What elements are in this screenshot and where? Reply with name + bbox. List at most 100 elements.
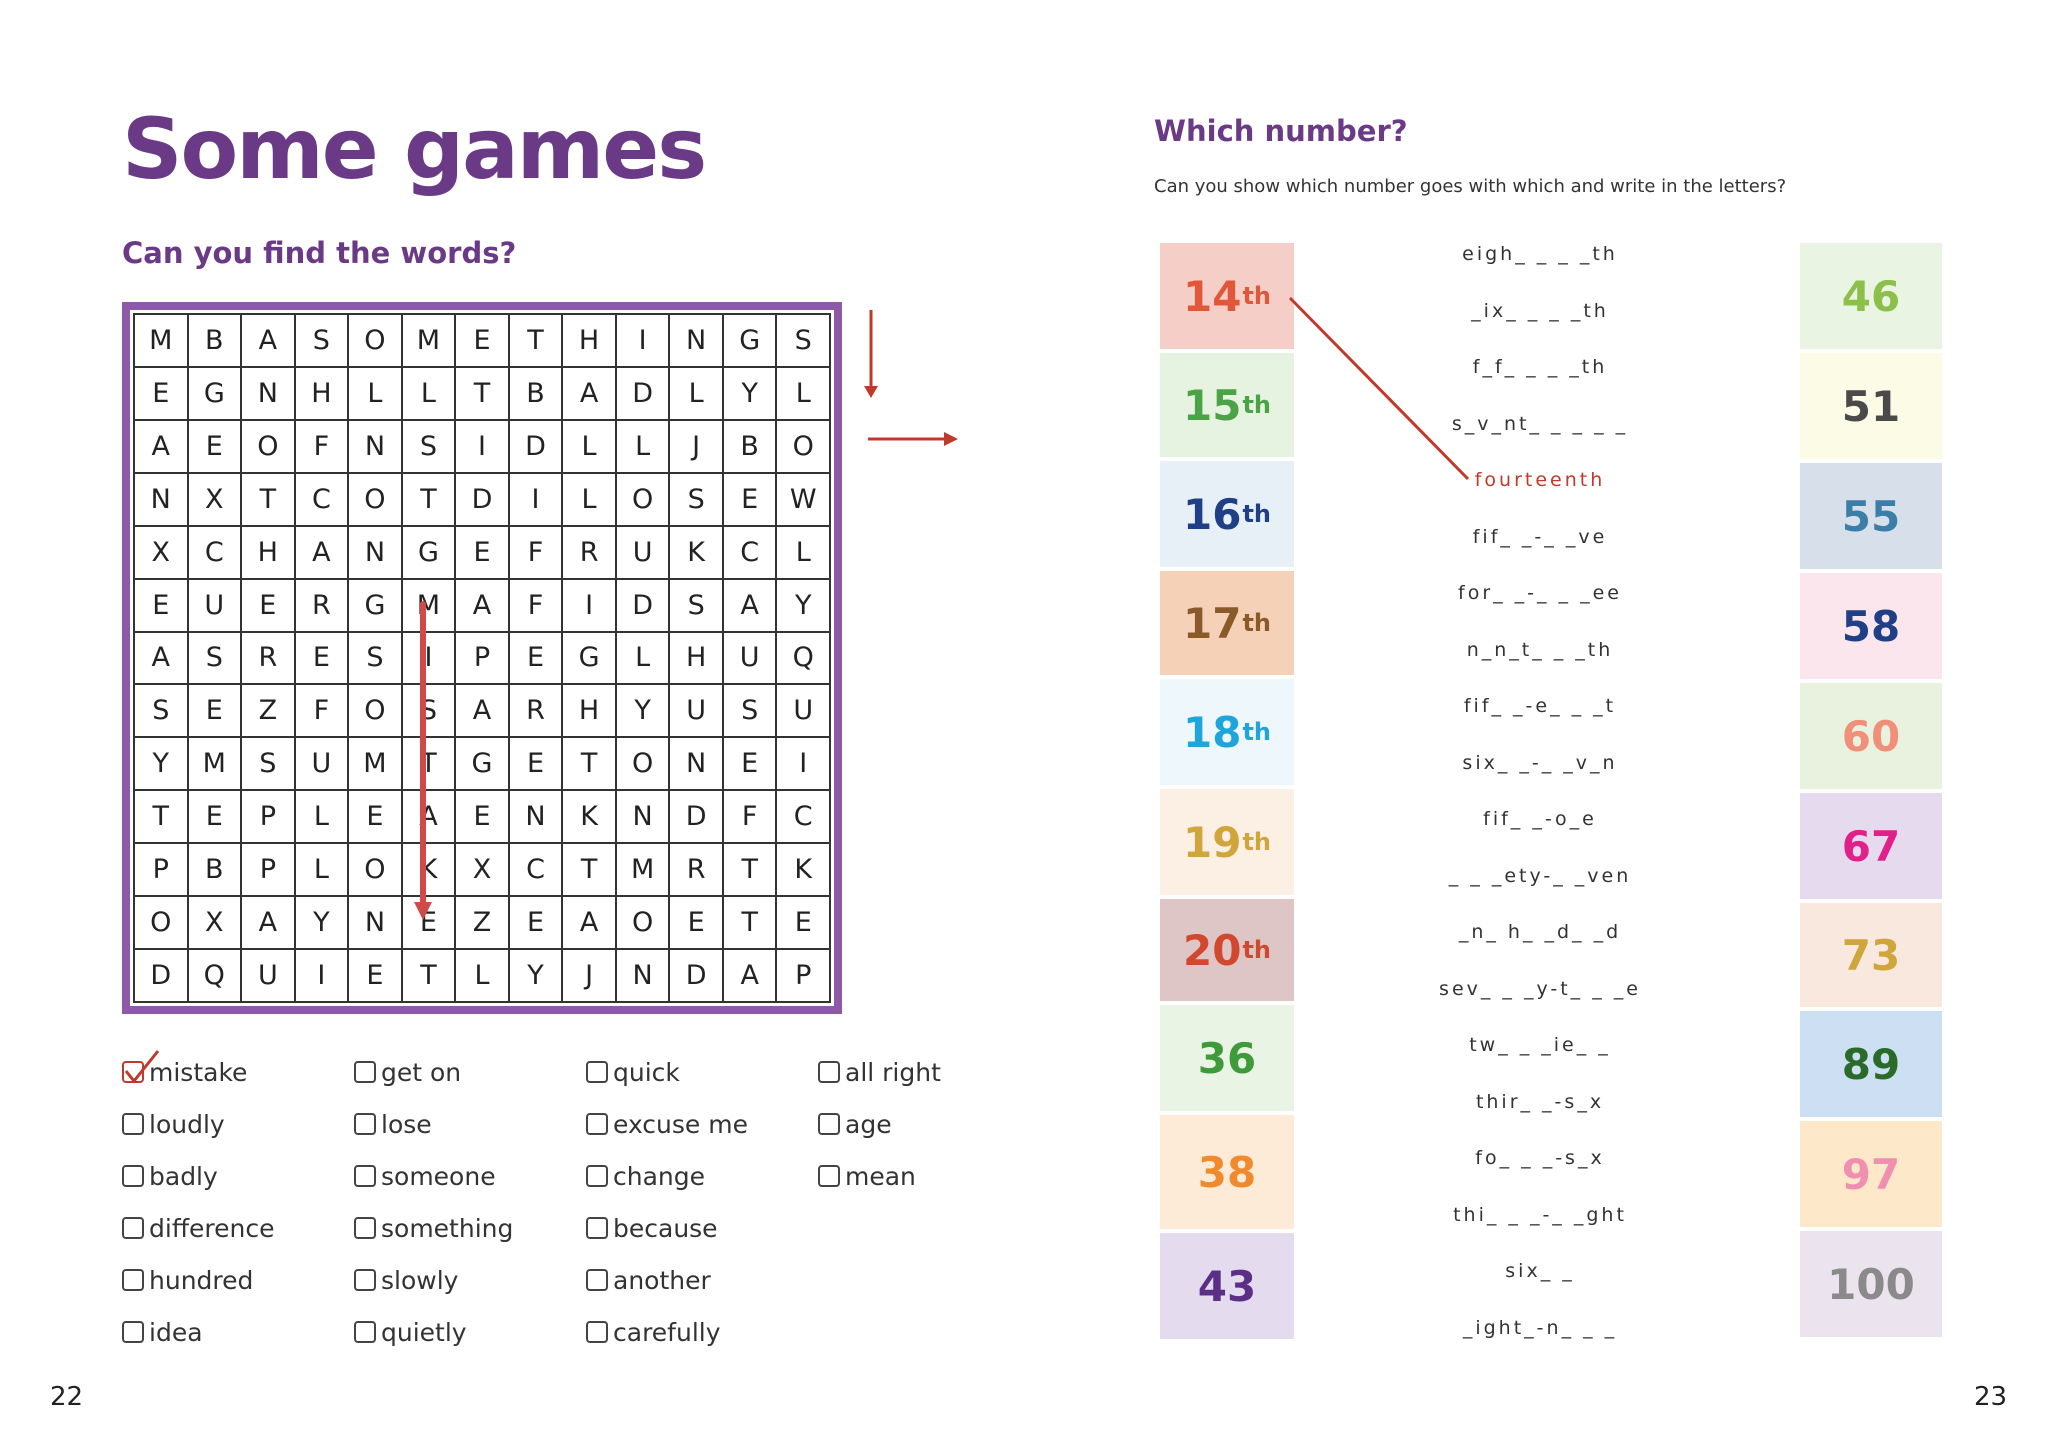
grid-cell[interactable]: N [242,367,296,421]
grid-cell[interactable]: E [723,473,778,527]
grid-cell[interactable]: Q [777,632,831,686]
grid-cell[interactable]: S [295,315,350,368]
word-checkbox[interactable] [122,1269,144,1291]
grid-cell[interactable]: G [723,315,778,368]
grid-cell[interactable]: F [509,579,564,633]
clue-item[interactable]: _n_ h_ _d_ _d [1458,921,1622,944]
grid-cell[interactable]: L [563,420,617,474]
word-checkbox[interactable] [354,1321,376,1343]
grid-cell[interactable]: L [295,791,350,845]
grid-cell[interactable]: T [402,950,457,1003]
word-checkbox[interactable] [354,1269,376,1291]
word-checkbox[interactable] [122,1165,144,1187]
grid-cell[interactable]: E [349,791,403,845]
grid-cell[interactable]: E [670,897,724,951]
grid-cell[interactable]: G [349,579,403,633]
grid-cell[interactable]: B [188,315,243,368]
grid-cell[interactable]: C [295,473,350,527]
grid-cell[interactable]: P [456,632,510,686]
grid-cell[interactable]: S [777,315,831,368]
clue-item[interactable]: fif_ _-o_e [1483,808,1597,831]
grid-cell[interactable]: H [670,632,724,686]
clue-item[interactable]: for_ _-_ _ _ee [1458,582,1622,605]
grid-cell[interactable]: O [242,420,296,474]
grid-cell[interactable]: E [349,950,403,1003]
grid-cell[interactable]: O [349,844,403,898]
grid-cell[interactable]: U [723,632,778,686]
grid-cell[interactable]: D [509,420,564,474]
grid-cell[interactable]: A [456,579,510,633]
grid-cell[interactable]: C [723,526,778,580]
grid-cell[interactable]: G [456,738,510,792]
clue-item[interactable]: n_n_t_ _ _th [1466,638,1614,661]
grid-cell[interactable]: L [670,367,724,421]
grid-cell[interactable]: L [616,420,671,474]
grid-cell[interactable]: J [563,950,617,1003]
grid-cell[interactable]: L [349,367,403,421]
grid-cell[interactable]: H [563,315,617,368]
clue-item[interactable]: six_ _-_ _v_n [1462,751,1618,774]
grid-cell[interactable]: F [295,685,350,739]
grid-cell[interactable]: O [616,473,671,527]
grid-cell[interactable]: R [563,526,617,580]
word-checkbox[interactable] [818,1165,840,1187]
grid-cell[interactable]: X [135,526,189,580]
grid-cell[interactable]: N [349,526,403,580]
grid-cell[interactable]: E [135,579,189,633]
word-checkbox[interactable] [354,1061,376,1083]
grid-cell[interactable]: U [616,526,671,580]
grid-cell[interactable]: N [509,791,564,845]
grid-cell[interactable]: T [135,791,189,845]
grid-cell[interactable]: E [456,315,510,368]
grid-cell[interactable]: U [242,950,296,1003]
word-checkbox[interactable] [122,1321,144,1343]
grid-cell[interactable]: L [777,367,831,421]
grid-cell[interactable]: X [188,897,243,951]
grid-cell[interactable]: A [295,526,350,580]
grid-cell[interactable]: I [295,950,350,1003]
grid-cell[interactable]: X [456,844,510,898]
grid-cell[interactable]: S [670,473,724,527]
grid-cell[interactable]: O [616,738,671,792]
number-box[interactable]: 97 [1800,1121,1942,1227]
number-box[interactable]: 60 [1800,683,1942,789]
grid-cell[interactable]: I [563,579,617,633]
grid-cell[interactable]: S [242,738,296,792]
grid-cell[interactable]: K [402,844,457,898]
grid-cell[interactable]: E [456,526,510,580]
clue-item[interactable]: _ight_-n_ _ _ [1462,1316,1618,1339]
word-checkbox[interactable] [818,1061,840,1083]
number-box[interactable]: 73 [1800,903,1942,1007]
grid-cell[interactable]: O [349,473,403,527]
grid-cell[interactable]: R [295,579,350,633]
grid-cell[interactable]: X [188,473,243,527]
grid-cell[interactable]: Z [456,897,510,951]
grid-cell[interactable]: M [135,315,189,368]
grid-cell[interactable]: C [777,791,831,845]
grid-cell[interactable]: P [242,844,296,898]
ordinal-box[interactable]: 43 [1160,1233,1294,1339]
clue-item[interactable]: f_f_ _ _ _th [1472,356,1608,379]
grid-cell[interactable]: O [777,420,831,474]
grid-cell[interactable]: T [402,473,457,527]
grid-cell[interactable]: Y [135,738,189,792]
clue-item[interactable]: fif_ _-e_ _ _t [1463,695,1617,718]
number-box[interactable]: 58 [1800,573,1942,679]
grid-cell[interactable]: W [777,473,831,527]
grid-cell[interactable]: G [188,367,243,421]
grid-cell[interactable]: B [509,367,564,421]
grid-cell[interactable]: T [723,897,778,951]
grid-cell[interactable]: O [349,315,403,368]
grid-cell[interactable]: R [242,632,296,686]
grid-cell[interactable]: M [616,844,671,898]
grid-cell[interactable]: H [242,526,296,580]
grid-cell[interactable]: P [777,950,831,1003]
grid-cell[interactable]: L [295,844,350,898]
word-checkbox[interactable] [586,1217,608,1239]
grid-cell[interactable]: E [509,738,564,792]
grid-cell[interactable]: Y [723,367,778,421]
